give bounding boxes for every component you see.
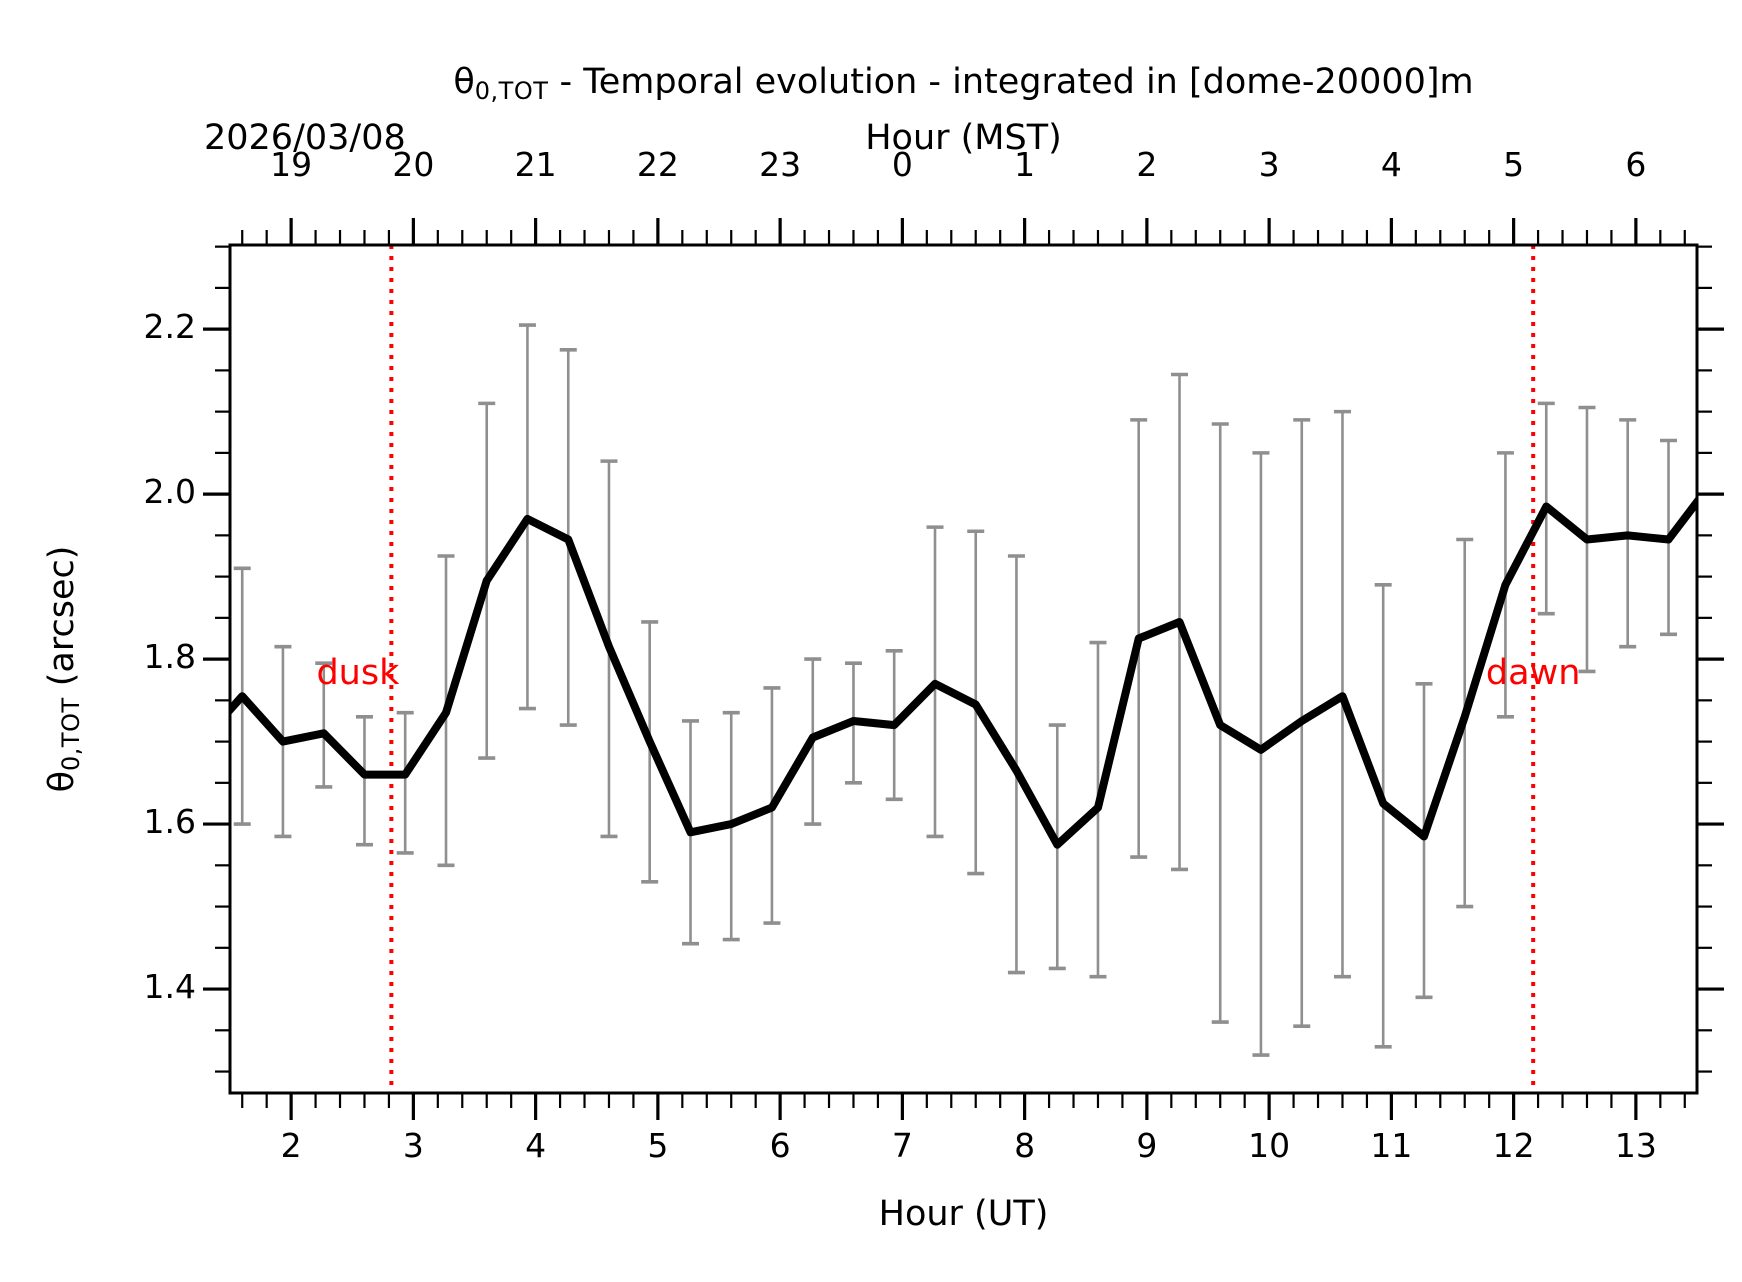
y-tick-label: 1.8 [143,637,196,677]
top-tick-label: 1 [1014,145,1036,184]
y-tick-label: 1.6 [143,802,196,842]
chart-title: θ0,TOT - Temporal evolution - integrated… [230,62,1697,105]
bottom-tick-label: 6 [769,1126,791,1165]
dawn-annotation: dawn [1485,653,1581,693]
theta-symbol: θ [453,62,475,102]
top-tick-label: 2 [1136,145,1158,184]
bottom-tick-label: 9 [1136,1126,1158,1165]
left-axis-title: θ0,TOT (arcsec) [42,545,85,793]
bottom-tick-label: 12 [1492,1126,1535,1165]
y-tick-label: 2.2 [143,307,196,347]
title-text: - Temporal evolution - integrated in [do… [548,62,1474,102]
top-tick-label: 19 [270,145,313,184]
theta-subscript: 0,TOT [474,77,549,105]
top-tick-label: 5 [1503,145,1525,184]
bottom-tick-label: 4 [525,1126,547,1165]
dusk-annotation: dusk [316,653,400,693]
data-curve [230,495,1697,849]
bottom-tick-label: 11 [1370,1126,1413,1165]
top-tick-label: 20 [392,145,435,184]
top-tick-label: 21 [514,145,557,184]
bottom-tick-label: 8 [1014,1126,1036,1165]
top-tick-label: 23 [759,145,802,184]
bottom-tick-label: 7 [891,1126,913,1165]
plot-frame [228,243,1699,1095]
bottom-tick-label: 5 [647,1126,669,1165]
top-tick-label: 0 [891,145,913,184]
top-tick-label: 22 [636,145,679,184]
bottom-axis-title: Hour (UT) [878,1194,1049,1234]
top-tick-label: 4 [1380,145,1402,184]
bottom-tick-label: 3 [402,1126,424,1165]
top-axis-title: Hour (MST) [865,118,1062,158]
date-label: 2026/03/08 [204,118,406,158]
y-tick-label: 2.0 [143,472,196,512]
bottom-tick-label: 2 [280,1126,302,1165]
y-tick-label: 1.4 [143,967,196,1007]
axis-ticks [203,218,1724,1120]
top-tick-label: 3 [1258,145,1280,184]
bottom-tick-label: 10 [1248,1126,1291,1165]
top-tick-label: 6 [1625,145,1647,184]
bottom-tick-label: 13 [1614,1126,1657,1165]
